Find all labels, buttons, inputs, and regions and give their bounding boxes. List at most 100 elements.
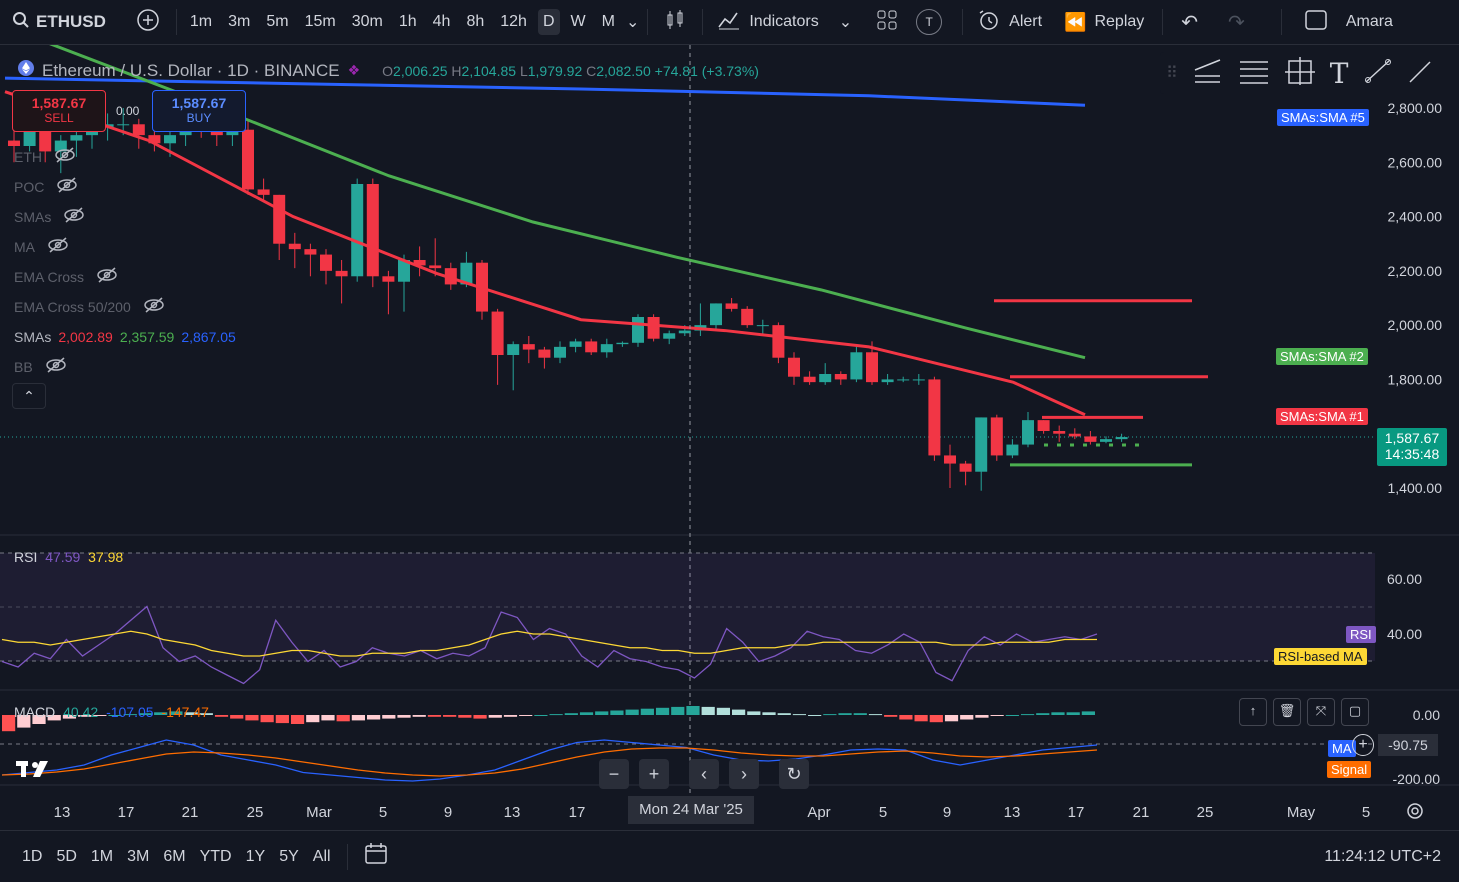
redo-button[interactable]: ↷ (1228, 0, 1245, 44)
interval-4h[interactable]: 4h (432, 13, 451, 30)
candle-body (117, 124, 130, 126)
time-axis-label: 5 (379, 804, 387, 821)
replay-button[interactable]: ⏪ Replay (1064, 0, 1144, 44)
range-6M[interactable]: 6M (163, 847, 186, 865)
interval-W[interactable]: W (570, 13, 586, 30)
fullscreen-button[interactable] (1304, 0, 1328, 44)
zoom-in-button[interactable]: + (639, 759, 669, 789)
range-3M[interactable]: 3M (127, 847, 150, 865)
range-5D[interactable]: 5D (56, 847, 77, 865)
eye-crossed-icon[interactable] (56, 173, 78, 203)
delete-pane-button[interactable]: 🗑 (1273, 698, 1301, 726)
add-alert-plus-button[interactable]: + (1352, 734, 1374, 756)
range-YTD[interactable]: YTD (199, 847, 232, 865)
symbol-search[interactable]: ETHUSD (12, 0, 106, 44)
interval-15m[interactable]: 15m (304, 13, 336, 30)
compare-button[interactable] (136, 0, 160, 44)
scroll-right-button[interactable]: › (729, 759, 759, 789)
eye-crossed-icon[interactable] (45, 353, 67, 383)
collapse-legend-button[interactable]: ⌃ (12, 383, 46, 409)
replay-label: Replay (1094, 13, 1145, 30)
macd-legend[interactable]: MACD 40.42 -107.05 -147.47 (14, 704, 209, 720)
macd-histogram-bar (138, 713, 153, 715)
drag-handle-icon[interactable]: ⠿ (1166, 65, 1178, 82)
measure-icon[interactable] (1284, 56, 1316, 91)
candle-body (413, 260, 426, 266)
macd-histogram-bar (1005, 715, 1019, 716)
eye-crossed-icon[interactable] (54, 143, 76, 173)
interval-8h[interactable]: 8h (466, 13, 485, 30)
range-1M[interactable]: 1M (90, 847, 114, 865)
price-axis-tick: 2,200.00 (1388, 263, 1443, 279)
chart-canvas[interactable]: 2,800.00 2,600.00 2,400.00 2,200.00 2,000.00… (0, 45, 1459, 830)
user-name[interactable]: Amara (1346, 0, 1393, 44)
alarm-clock-icon (977, 8, 1001, 37)
scroll-left-button[interactable]: ‹ (689, 759, 719, 789)
interval-dropdown[interactable]: ⌄ (626, 0, 639, 44)
maximize-pane-button[interactable]: ▢ (1341, 698, 1369, 726)
layouts-button[interactable] (876, 0, 898, 44)
undo-button[interactable]: ↶ (1181, 0, 1198, 44)
interval-1h[interactable]: 1h (398, 13, 417, 30)
indicator-legend-row[interactable]: POC (14, 172, 236, 202)
macd-signal-value: -147.47 (161, 704, 209, 720)
eye-crossed-icon[interactable] (47, 233, 69, 263)
date-range-button[interactable] (364, 842, 390, 871)
move-pane-up-button[interactable]: ↑ (1239, 698, 1267, 726)
rsi-legend[interactable]: RSI 47.59 37.98 (14, 549, 123, 565)
indicator-legend-row[interactable]: BB (14, 352, 236, 382)
t-badge-button[interactable]: T (916, 0, 943, 44)
candle-body (538, 349, 551, 358)
undo-icon: ↶ (1181, 11, 1199, 34)
chart-area[interactable]: 2,800.00 2,600.00 2,400.00 2,200.00 2,000.00… (0, 45, 1459, 830)
interval-1m[interactable]: 1m (189, 13, 213, 30)
sell-button[interactable]: 1,587.67 SELL (12, 90, 106, 132)
indicator-legend-row[interactable]: MA (14, 232, 236, 262)
candle-body (632, 317, 644, 343)
brush-icon[interactable] (1362, 56, 1394, 91)
indicator-legend-row[interactable]: SMAs 2,002.89 2,357.59 2,867.05 (14, 322, 236, 352)
interval-M[interactable]: M (601, 13, 615, 30)
settings-button[interactable] (1404, 800, 1426, 827)
pencil-icon[interactable] (1408, 56, 1432, 91)
text-tool-icon[interactable]: T (1329, 56, 1349, 90)
fib-retracement-icon[interactable] (1238, 56, 1270, 91)
alert-button[interactable]: Alert (971, 0, 1048, 44)
eye-crossed-icon[interactable] (63, 203, 85, 233)
chart-type-button[interactable] (656, 0, 694, 44)
range-1D[interactable]: 1D (22, 847, 43, 865)
range-5Y[interactable]: 5Y (279, 847, 299, 865)
interval-30m[interactable]: 30m (351, 13, 383, 30)
reset-chart-button[interactable]: ↻ (779, 759, 809, 789)
symbol-legend[interactable]: Ethereum / U.S. Dollar · 1D · BINANCE ❖ … (18, 60, 759, 81)
range-All[interactable]: All (312, 847, 331, 865)
arrow-up-icon: ↑ (1249, 703, 1257, 718)
macd-histogram-bar (671, 706, 685, 715)
tradingview-logo[interactable] (16, 757, 56, 784)
high-label: H (451, 62, 462, 79)
current-price-value: 1,587.67 (1384, 430, 1440, 446)
indicator-legend-row[interactable]: EMA Cross (14, 262, 236, 292)
zoom-out-button[interactable]: − (599, 759, 629, 789)
macd-histogram-bar (108, 715, 122, 716)
indicator-legend-row[interactable]: EMA Cross 50/200 (14, 292, 236, 322)
interval-3m[interactable]: 3m (228, 13, 251, 30)
indicators-dropdown[interactable]: ⌄ (839, 0, 852, 44)
time-axis-label: 21 (1133, 804, 1150, 821)
candle-body (819, 374, 832, 383)
rsi-axis-tick: 40.00 (1387, 626, 1422, 642)
range-1Y[interactable]: 1Y (245, 847, 266, 865)
eye-crossed-icon[interactable] (96, 263, 118, 293)
trend-line-icon[interactable] (1192, 56, 1224, 91)
buy-button[interactable]: 1,587.67 BUY (152, 90, 246, 132)
low-value: 1,979.92 (527, 62, 583, 79)
eye-crossed-icon[interactable] (143, 293, 165, 323)
indicators-button[interactable]: Indicators (711, 0, 824, 44)
interval-D[interactable]: D (537, 9, 560, 35)
interval-5m[interactable]: 5m (266, 13, 289, 30)
collapse-pane-button[interactable]: ⤧ (1307, 698, 1335, 726)
clock-timezone[interactable]: 11:24:12 UTC+2 (1324, 847, 1441, 865)
indicator-legend-row[interactable]: ETH (14, 142, 236, 172)
interval-12h[interactable]: 12h (500, 13, 527, 30)
indicator-legend-row[interactable]: SMAs (14, 202, 236, 232)
